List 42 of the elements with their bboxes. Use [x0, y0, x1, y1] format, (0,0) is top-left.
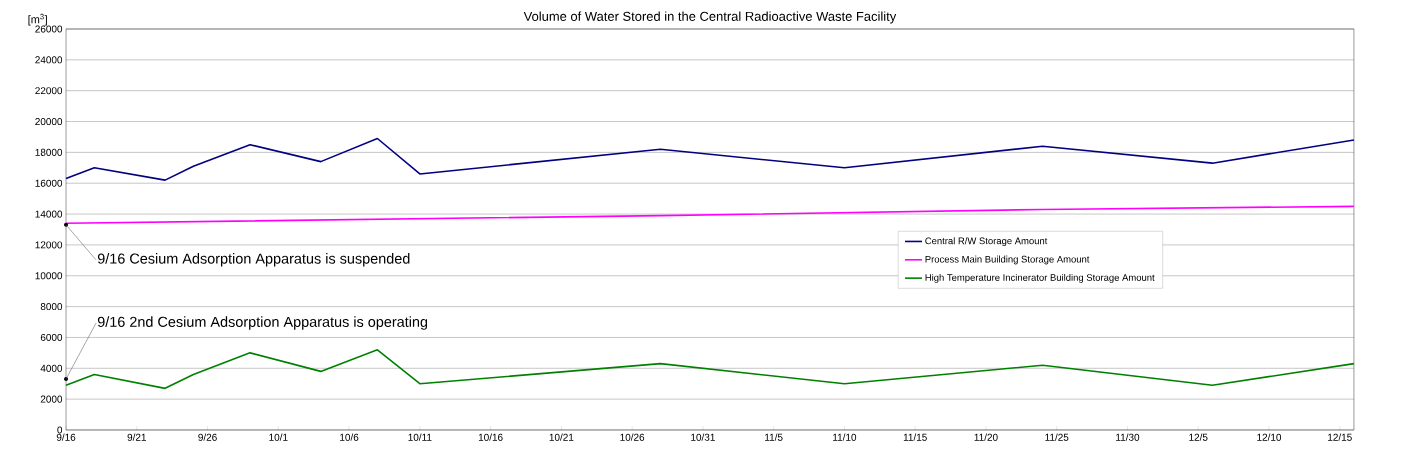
x-tick-label: 11/15 — [903, 433, 927, 441]
x-tick-label: 10/6 — [340, 433, 359, 441]
legend-label: Central R/W Storage Amount — [925, 237, 1048, 247]
x-tick-label: 9/26 — [198, 433, 217, 441]
x-tick-label: 12/15 — [1328, 433, 1352, 441]
x-tick-label: 11/25 — [1045, 433, 1069, 441]
y-tick-label: 6000 — [40, 333, 63, 341]
x-tick-label: 12/10 — [1257, 433, 1282, 441]
y-tick-label: 8000 — [40, 303, 63, 311]
annotation: 9/16 2nd Cesium Adsorption Apparatus is operating — [97, 316, 428, 330]
y-tick-label: 20000 — [35, 118, 63, 126]
x-tick-label: 10/21 — [549, 433, 574, 441]
y-tick-label: 18000 — [35, 148, 63, 156]
y-tick-label: 4000 — [40, 364, 63, 372]
x-tick-label: 9/16 — [56, 433, 76, 441]
x-tick-label: 11/5 — [765, 433, 783, 441]
y-tick-label: 22000 — [35, 87, 63, 95]
y-tick-label: 12000 — [35, 241, 63, 249]
annotation: 9/16 Cesium Adsorption Apparatus is suspended — [97, 253, 410, 267]
x-tick-label: 10/11 — [408, 433, 432, 441]
y-tick-label: 2000 — [40, 395, 63, 403]
y-tick-label: 14000 — [35, 210, 63, 218]
x-tick-label: 10/31 — [691, 433, 715, 441]
y-tick-label: 24000 — [35, 56, 63, 64]
y-tick-label: 0 — [57, 426, 63, 434]
x-tick-label: 11/20 — [974, 433, 998, 441]
legend-label: Process Main Building Storage Amount — [925, 255, 1090, 265]
y-tick-label: 16000 — [35, 179, 63, 187]
x-tick-label: 9/21 — [127, 433, 146, 441]
y-tick-label: 10000 — [35, 272, 63, 280]
line-series — [65, 348, 1355, 390]
x-tick-label: 10/1 — [269, 433, 288, 441]
x-tick-label: 11/10 — [833, 433, 857, 441]
legend-label: High Temperature Incinerator Building Storage Amount — [925, 273, 1155, 283]
line-series — [65, 137, 1355, 181]
x-tick-label: 10/16 — [478, 433, 503, 441]
x-tick-label: 12/5 — [1189, 433, 1208, 441]
y-tick-label: 26000 — [35, 25, 63, 33]
x-tick-label: 10/26 — [620, 433, 645, 441]
y-axis-title: [m$^{3}$] — [28, 13, 47, 26]
chart-title: Volume of Water Stored in the Central Radioactive Waste Facility — [523, 11, 897, 24]
x-tick-label: 11/30 — [1116, 433, 1140, 441]
